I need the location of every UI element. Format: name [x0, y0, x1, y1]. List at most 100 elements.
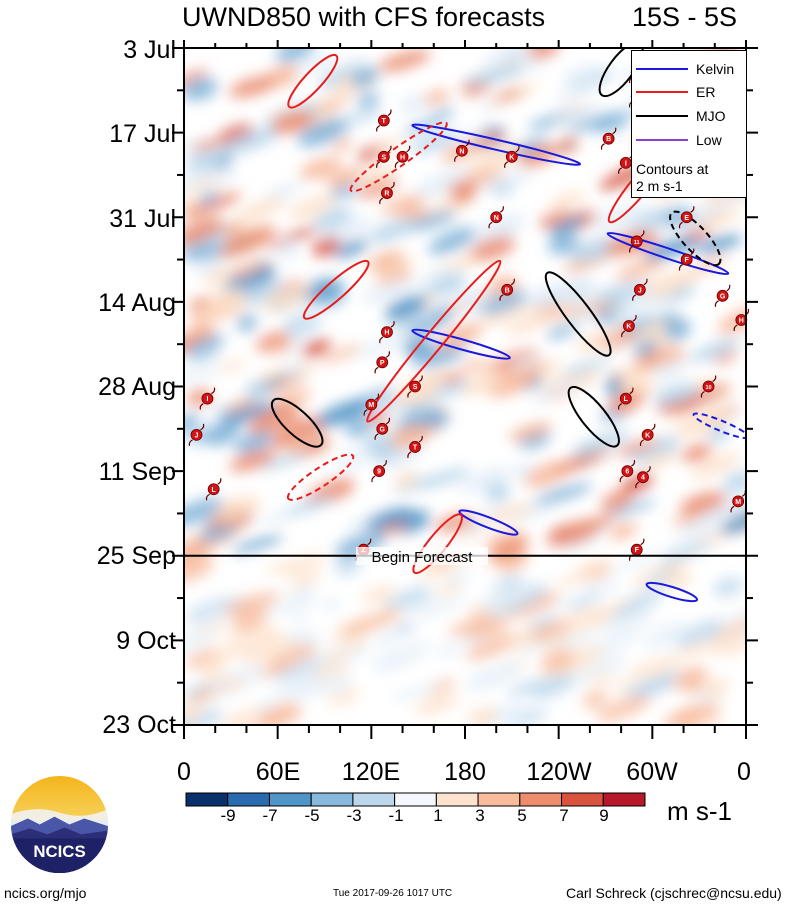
colorbar-tick: -3 — [346, 806, 362, 825]
colorbar-bin — [519, 792, 563, 807]
field-blob — [184, 557, 214, 584]
field-blob — [402, 338, 430, 355]
field-blob — [262, 283, 311, 311]
field-blob — [460, 467, 511, 493]
field-blob — [322, 215, 372, 242]
field-blob — [384, 295, 426, 320]
field-blob — [653, 361, 686, 382]
field-blob — [184, 414, 201, 433]
field-blob — [654, 383, 700, 405]
field-blob — [668, 665, 708, 689]
field-blob — [266, 225, 322, 250]
field-blob — [231, 535, 284, 553]
field-blob — [703, 208, 741, 229]
field-blob — [301, 339, 332, 358]
field-blob — [464, 64, 526, 87]
storm-marker: I — [199, 387, 216, 410]
storm-marker-label: S — [413, 384, 418, 391]
field-blob — [674, 709, 703, 725]
field-blob — [327, 688, 361, 706]
field-blob — [691, 453, 741, 479]
field-blob — [498, 553, 529, 573]
field-blob — [393, 621, 416, 636]
field-blob — [461, 359, 489, 372]
colorbar-tick: -7 — [262, 806, 278, 825]
mjo-swatch — [636, 115, 688, 117]
x-tick-label: 60E — [255, 758, 301, 786]
wind-anomaly-field — [184, 48, 746, 725]
field-blob — [288, 194, 338, 219]
field-blob — [323, 637, 371, 659]
storm-marker: 4 — [635, 466, 651, 489]
field-blob — [223, 261, 270, 279]
field-blob — [280, 553, 327, 575]
field-blob — [611, 591, 664, 619]
legend-item-mjo: MJO — [636, 107, 726, 125]
field-blob — [252, 708, 304, 725]
field-blob — [377, 49, 431, 72]
field-blob — [236, 313, 258, 332]
field-blob — [693, 198, 737, 218]
storm-marker: M — [363, 393, 380, 416]
y-tick-label: 3 Jul — [123, 36, 176, 64]
storm-marker: J — [188, 423, 205, 447]
field-blob — [272, 112, 316, 134]
field-blob — [711, 605, 746, 624]
storm-marker-label: B — [606, 136, 611, 143]
storm-marker-label: M — [368, 402, 374, 409]
colorbar-tick: 9 — [599, 806, 609, 825]
field-blob — [601, 491, 633, 511]
storm-marker-label: 11 — [634, 240, 640, 246]
field-blob — [206, 427, 238, 446]
field-blob — [368, 218, 419, 243]
er-swatch — [636, 91, 688, 93]
field-blob — [612, 293, 670, 318]
field-blob — [362, 585, 396, 605]
field-blob — [681, 443, 713, 463]
storm-marker: 11 — [628, 230, 645, 253]
field-blob — [336, 449, 370, 470]
storm-marker: B — [600, 127, 617, 150]
field-blob — [257, 662, 292, 678]
storm-marker-label: 9 — [377, 469, 381, 476]
field-blob — [361, 431, 392, 450]
kelvin-contour — [411, 328, 511, 360]
field-blob — [320, 345, 362, 363]
field-blob — [494, 89, 524, 102]
field-blob — [664, 318, 692, 341]
legend-label: MJO — [696, 108, 726, 124]
colorbar-tick: -5 — [304, 806, 320, 825]
field-blob — [218, 226, 277, 258]
legend-label: ER — [696, 84, 716, 100]
field-blob — [471, 236, 516, 261]
field-blob — [268, 644, 317, 669]
storm-marker-label: 10 — [705, 385, 711, 391]
storm-marker: K — [504, 145, 520, 168]
field-blob — [609, 522, 638, 540]
field-blob — [290, 439, 330, 458]
storm-marker: E — [678, 206, 695, 229]
field-blob — [429, 380, 469, 401]
storm-marker: J — [632, 278, 648, 301]
field-blob — [392, 370, 452, 401]
field-blob — [288, 571, 322, 589]
field-blob — [507, 679, 545, 697]
field-blob — [463, 132, 506, 152]
x-tick-label: 120E — [341, 758, 401, 786]
storm-marker: H — [394, 145, 411, 168]
field-blob — [556, 137, 579, 153]
field-blob — [248, 405, 301, 434]
storm-marker-label: H — [400, 154, 405, 161]
field-blob — [184, 198, 206, 217]
field-blob — [474, 304, 535, 327]
field-blob — [518, 143, 554, 159]
storm-marker-label: N — [459, 148, 464, 155]
field-blob — [184, 178, 224, 193]
storm-marker-label: G — [720, 293, 726, 300]
field-blob — [664, 213, 713, 235]
field-blob — [567, 593, 603, 611]
field-blob — [184, 218, 224, 246]
field-blob — [184, 497, 223, 527]
storm-marker-label: H — [384, 330, 389, 337]
field-blob — [285, 496, 336, 515]
